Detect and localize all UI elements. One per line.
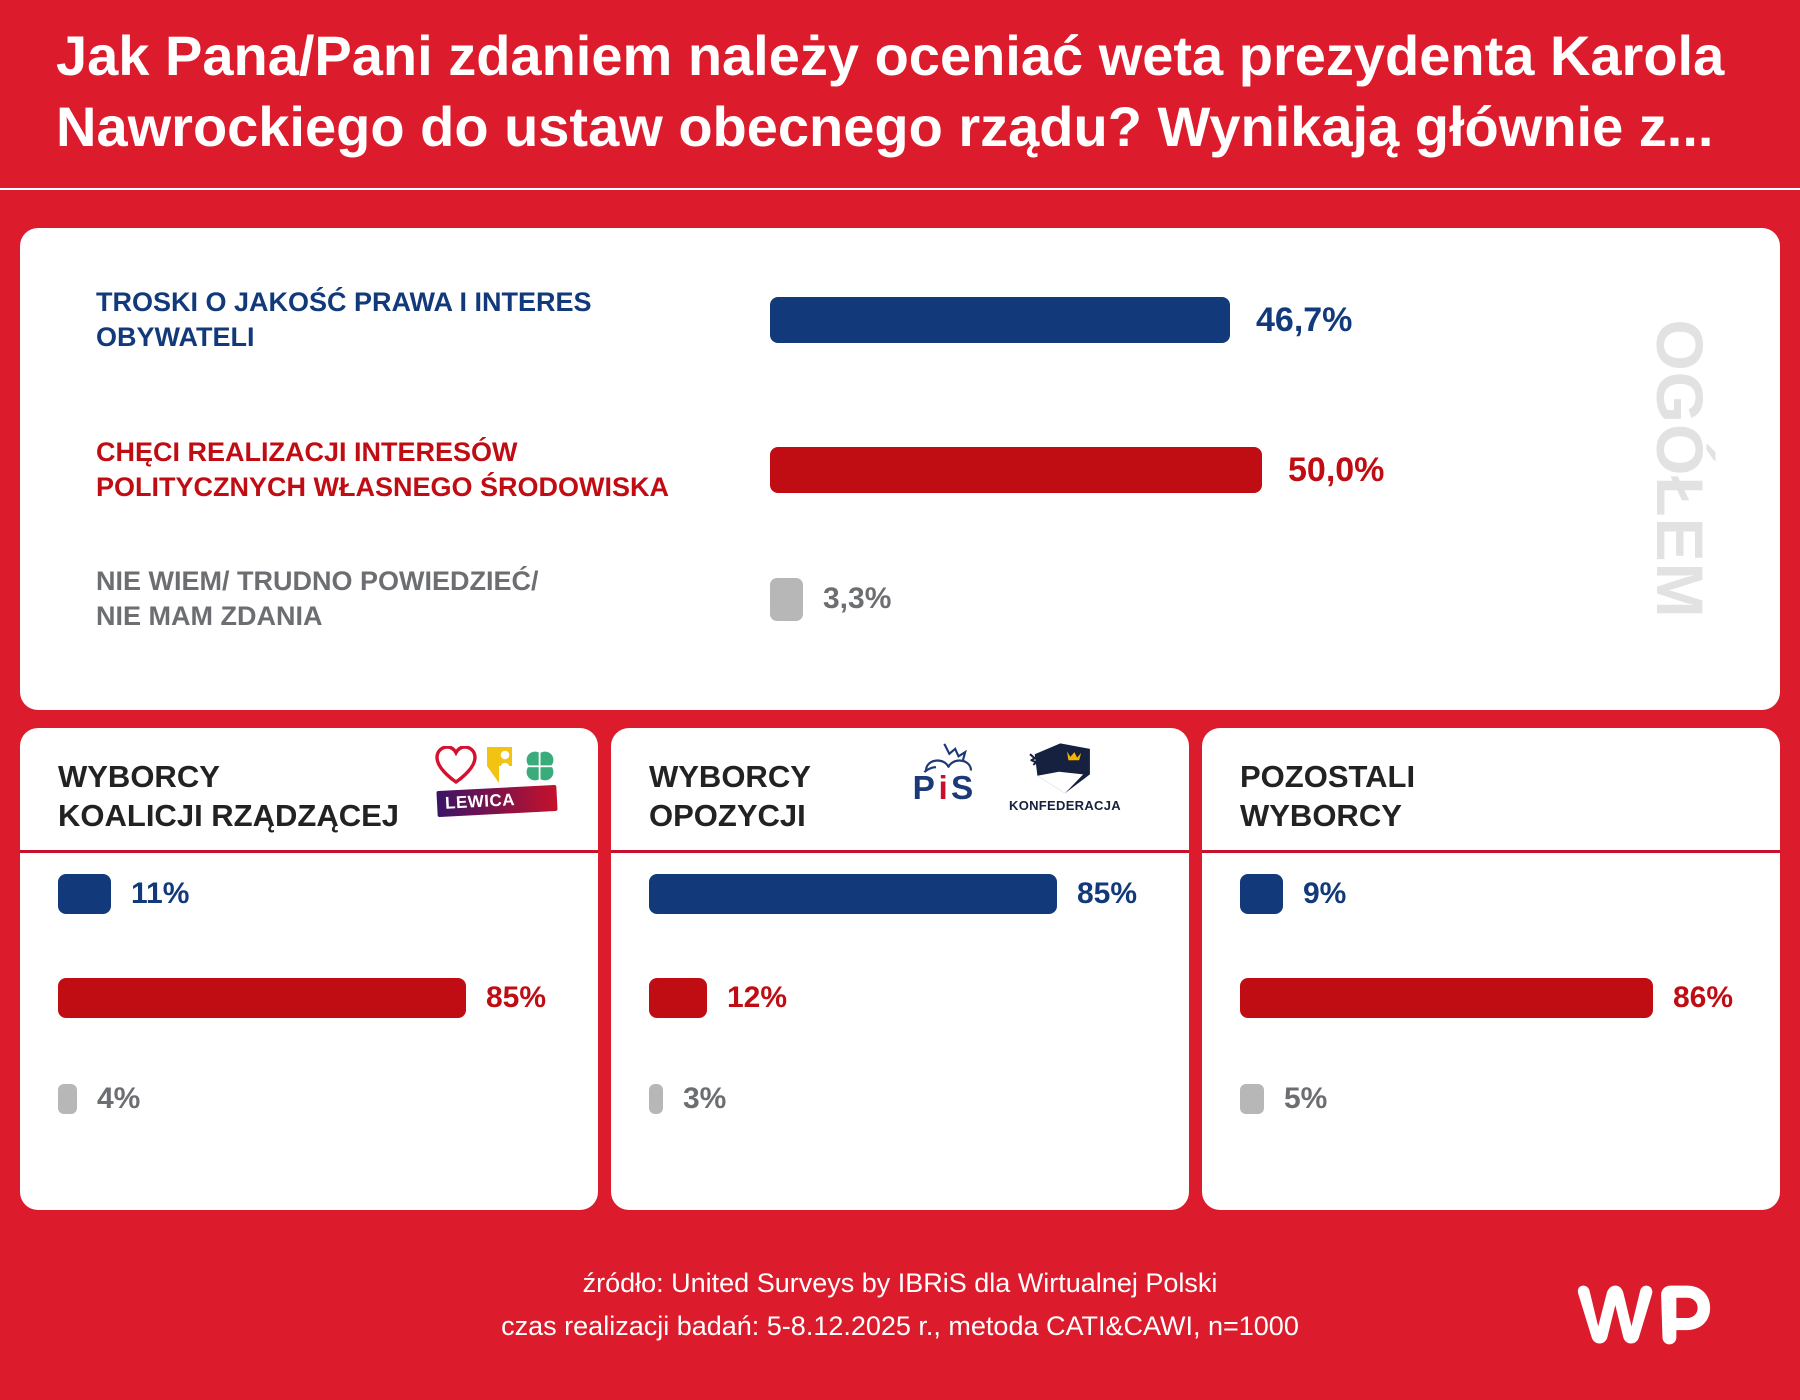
svg-text:P: P xyxy=(913,770,935,804)
svg-text:S: S xyxy=(951,770,973,804)
svg-text:i: i xyxy=(939,770,948,804)
